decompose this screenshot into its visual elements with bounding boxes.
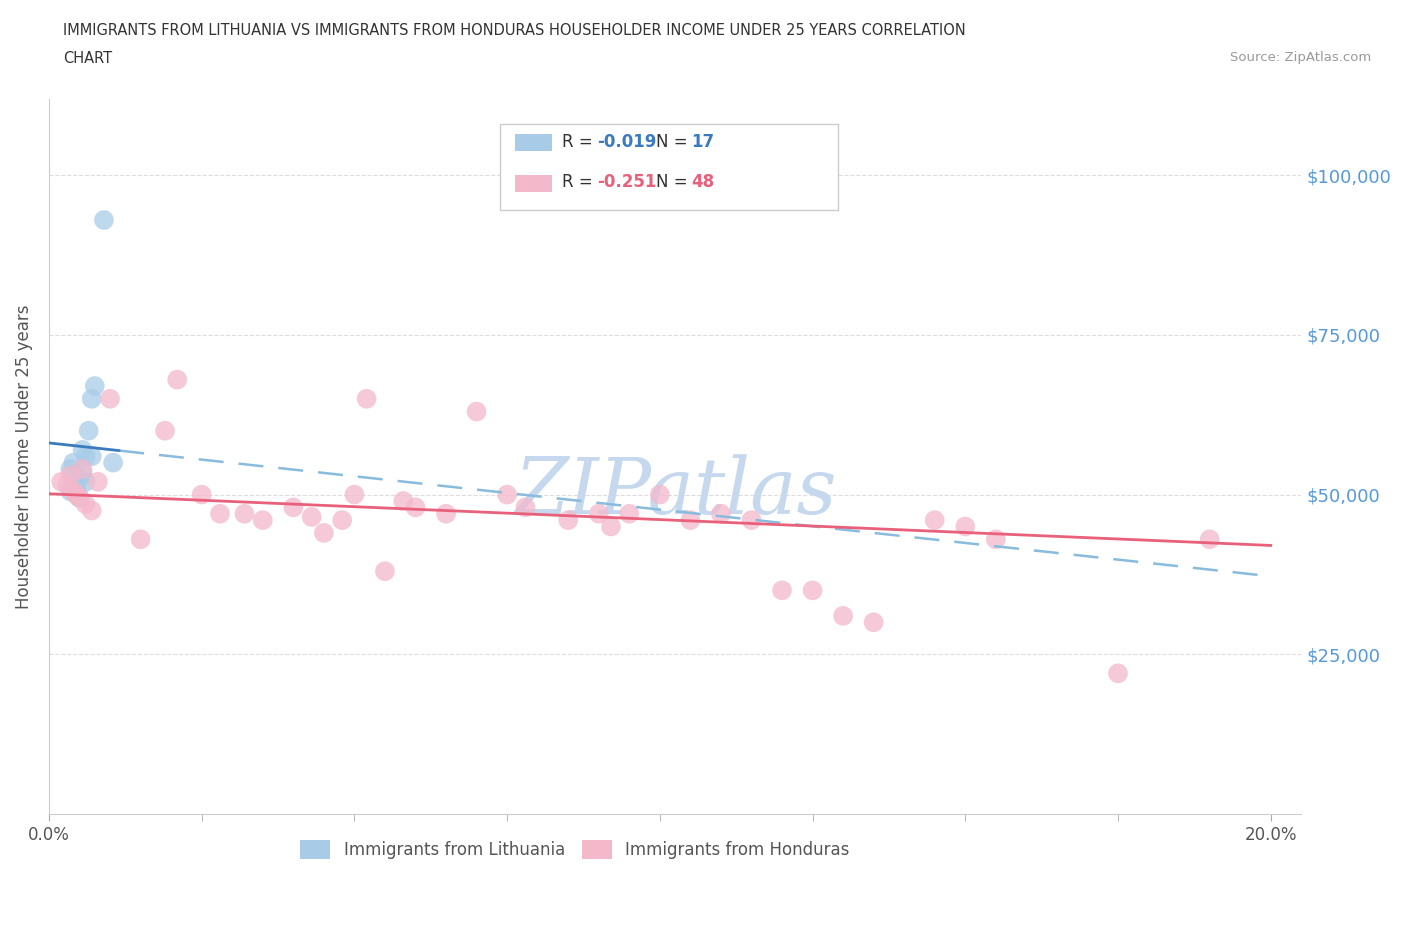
Point: [312, 525, 335, 540]
Point: [648, 487, 671, 502]
Point: [80, 392, 103, 406]
Point: [984, 532, 1007, 547]
Point: [166, 372, 188, 387]
Point: [59, 468, 82, 483]
Point: [515, 500, 537, 515]
FancyBboxPatch shape: [515, 175, 553, 192]
Point: [557, 512, 579, 527]
Point: [62, 455, 84, 470]
Point: [72, 443, 94, 458]
Text: N =: N =: [657, 133, 693, 151]
Point: [80, 449, 103, 464]
Point: [72, 461, 94, 476]
Point: [69, 490, 91, 505]
Point: [496, 487, 519, 502]
Point: [80, 503, 103, 518]
Point: [770, 583, 793, 598]
Text: ZIPatlas: ZIPatlas: [515, 454, 837, 530]
Text: R =: R =: [562, 133, 599, 151]
Point: [465, 405, 488, 419]
Point: [1198, 532, 1220, 547]
Text: N =: N =: [657, 173, 693, 192]
Point: [153, 423, 176, 438]
Legend: Immigrants from Lithuania, Immigrants from Honduras: Immigrants from Lithuania, Immigrants fr…: [301, 841, 849, 859]
Point: [600, 519, 623, 534]
Point: [955, 519, 977, 534]
Point: [740, 512, 762, 527]
Text: IMMIGRANTS FROM LITHUANIA VS IMMIGRANTS FROM HONDURAS HOUSEHOLDER INCOME UNDER 2: IMMIGRANTS FROM LITHUANIA VS IMMIGRANTS …: [63, 23, 966, 38]
Point: [59, 484, 82, 498]
Point: [129, 532, 152, 547]
Point: [343, 487, 366, 502]
Point: [65, 487, 87, 502]
Point: [98, 392, 121, 406]
Point: [588, 506, 610, 521]
Text: CHART: CHART: [63, 51, 112, 66]
Text: -0.019: -0.019: [598, 133, 657, 151]
Point: [356, 392, 378, 406]
Point: [252, 512, 274, 527]
Point: [1107, 666, 1129, 681]
Point: [374, 564, 396, 578]
Point: [283, 500, 305, 515]
Point: [679, 512, 702, 527]
FancyBboxPatch shape: [515, 134, 553, 151]
FancyBboxPatch shape: [499, 124, 838, 209]
Text: Source: ZipAtlas.com: Source: ZipAtlas.com: [1230, 51, 1371, 64]
Point: [75, 474, 97, 489]
Point: [75, 497, 97, 512]
Point: [59, 461, 82, 476]
Point: [392, 494, 415, 509]
Point: [101, 455, 124, 470]
Point: [862, 615, 884, 630]
Point: [233, 506, 256, 521]
Text: -0.251: -0.251: [598, 173, 657, 192]
Point: [832, 608, 855, 623]
Point: [75, 449, 97, 464]
Point: [62, 484, 84, 498]
Point: [87, 474, 110, 489]
Text: 48: 48: [692, 173, 714, 192]
Point: [710, 506, 733, 521]
Point: [208, 506, 231, 521]
Point: [65, 481, 87, 496]
Point: [801, 583, 824, 598]
Point: [301, 510, 323, 525]
Point: [93, 213, 115, 228]
Point: [924, 512, 946, 527]
Point: [56, 478, 79, 493]
Point: [83, 379, 105, 393]
Point: [405, 500, 427, 515]
Y-axis label: Householder Income Under 25 years: Householder Income Under 25 years: [15, 304, 32, 608]
Point: [51, 474, 73, 489]
Point: [619, 506, 641, 521]
Point: [69, 472, 91, 486]
Point: [77, 423, 100, 438]
Point: [190, 487, 212, 502]
Point: [69, 490, 91, 505]
Text: 17: 17: [692, 133, 714, 151]
Point: [72, 465, 94, 480]
Text: R =: R =: [562, 173, 599, 192]
Point: [65, 487, 87, 502]
Point: [434, 506, 457, 521]
Point: [330, 512, 353, 527]
